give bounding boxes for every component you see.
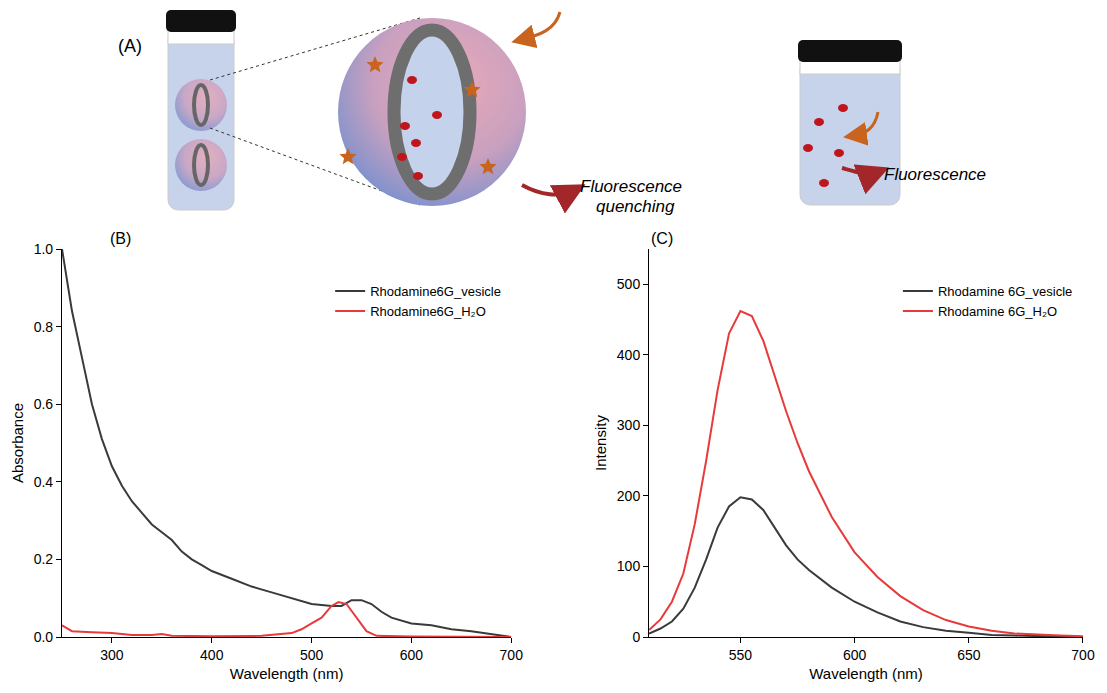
svg-text:Intensity: Intensity (592, 415, 609, 471)
svg-text:500: 500 (300, 647, 324, 663)
svg-text:550: 550 (729, 647, 753, 663)
svg-text:(B): (B) (110, 230, 131, 247)
svg-text:Wavelength (nm): Wavelength (nm) (230, 665, 344, 682)
svg-text:(A): (A) (118, 36, 142, 56)
svg-text:1.0: 1.0 (34, 241, 54, 257)
svg-text:100: 100 (617, 558, 641, 574)
svg-text:700: 700 (500, 647, 524, 663)
svg-text:0.2: 0.2 (34, 551, 54, 567)
svg-text:Rhodamine6G_vesicle: Rhodamine6G_vesicle (370, 284, 501, 299)
svg-text:Absorbance: Absorbance (9, 403, 26, 483)
svg-text:Wavelength (nm): Wavelength (nm) (809, 665, 923, 682)
svg-text:700: 700 (1071, 647, 1095, 663)
svg-text:(C): (C) (651, 230, 673, 247)
svg-text:400: 400 (617, 347, 641, 363)
svg-text:Fluorescence: Fluorescence (884, 165, 986, 184)
svg-text:400: 400 (200, 647, 224, 663)
svg-text:Rhodamine6G_H₂O: Rhodamine6G_H₂O (370, 304, 486, 319)
svg-text:600: 600 (400, 647, 424, 663)
svg-text:Rhodamine 6G_H₂O: Rhodamine 6G_H₂O (938, 304, 1057, 319)
svg-text:600: 600 (843, 647, 867, 663)
svg-text:0.4: 0.4 (34, 474, 54, 490)
svg-text:200: 200 (617, 488, 641, 504)
svg-text:300: 300 (617, 417, 641, 433)
svg-text:500: 500 (617, 276, 641, 292)
svg-text:650: 650 (957, 647, 981, 663)
svg-text:0: 0 (632, 629, 640, 645)
svg-text:0.6: 0.6 (34, 396, 54, 412)
svg-text:0.8: 0.8 (34, 319, 54, 335)
svg-text:0.0: 0.0 (34, 629, 54, 645)
svg-text:Rhodamine 6G_vesicle: Rhodamine 6G_vesicle (938, 284, 1072, 299)
svg-text:300: 300 (100, 647, 124, 663)
svg-text:Fluorescencequenching: Fluorescencequenching (580, 177, 682, 215)
